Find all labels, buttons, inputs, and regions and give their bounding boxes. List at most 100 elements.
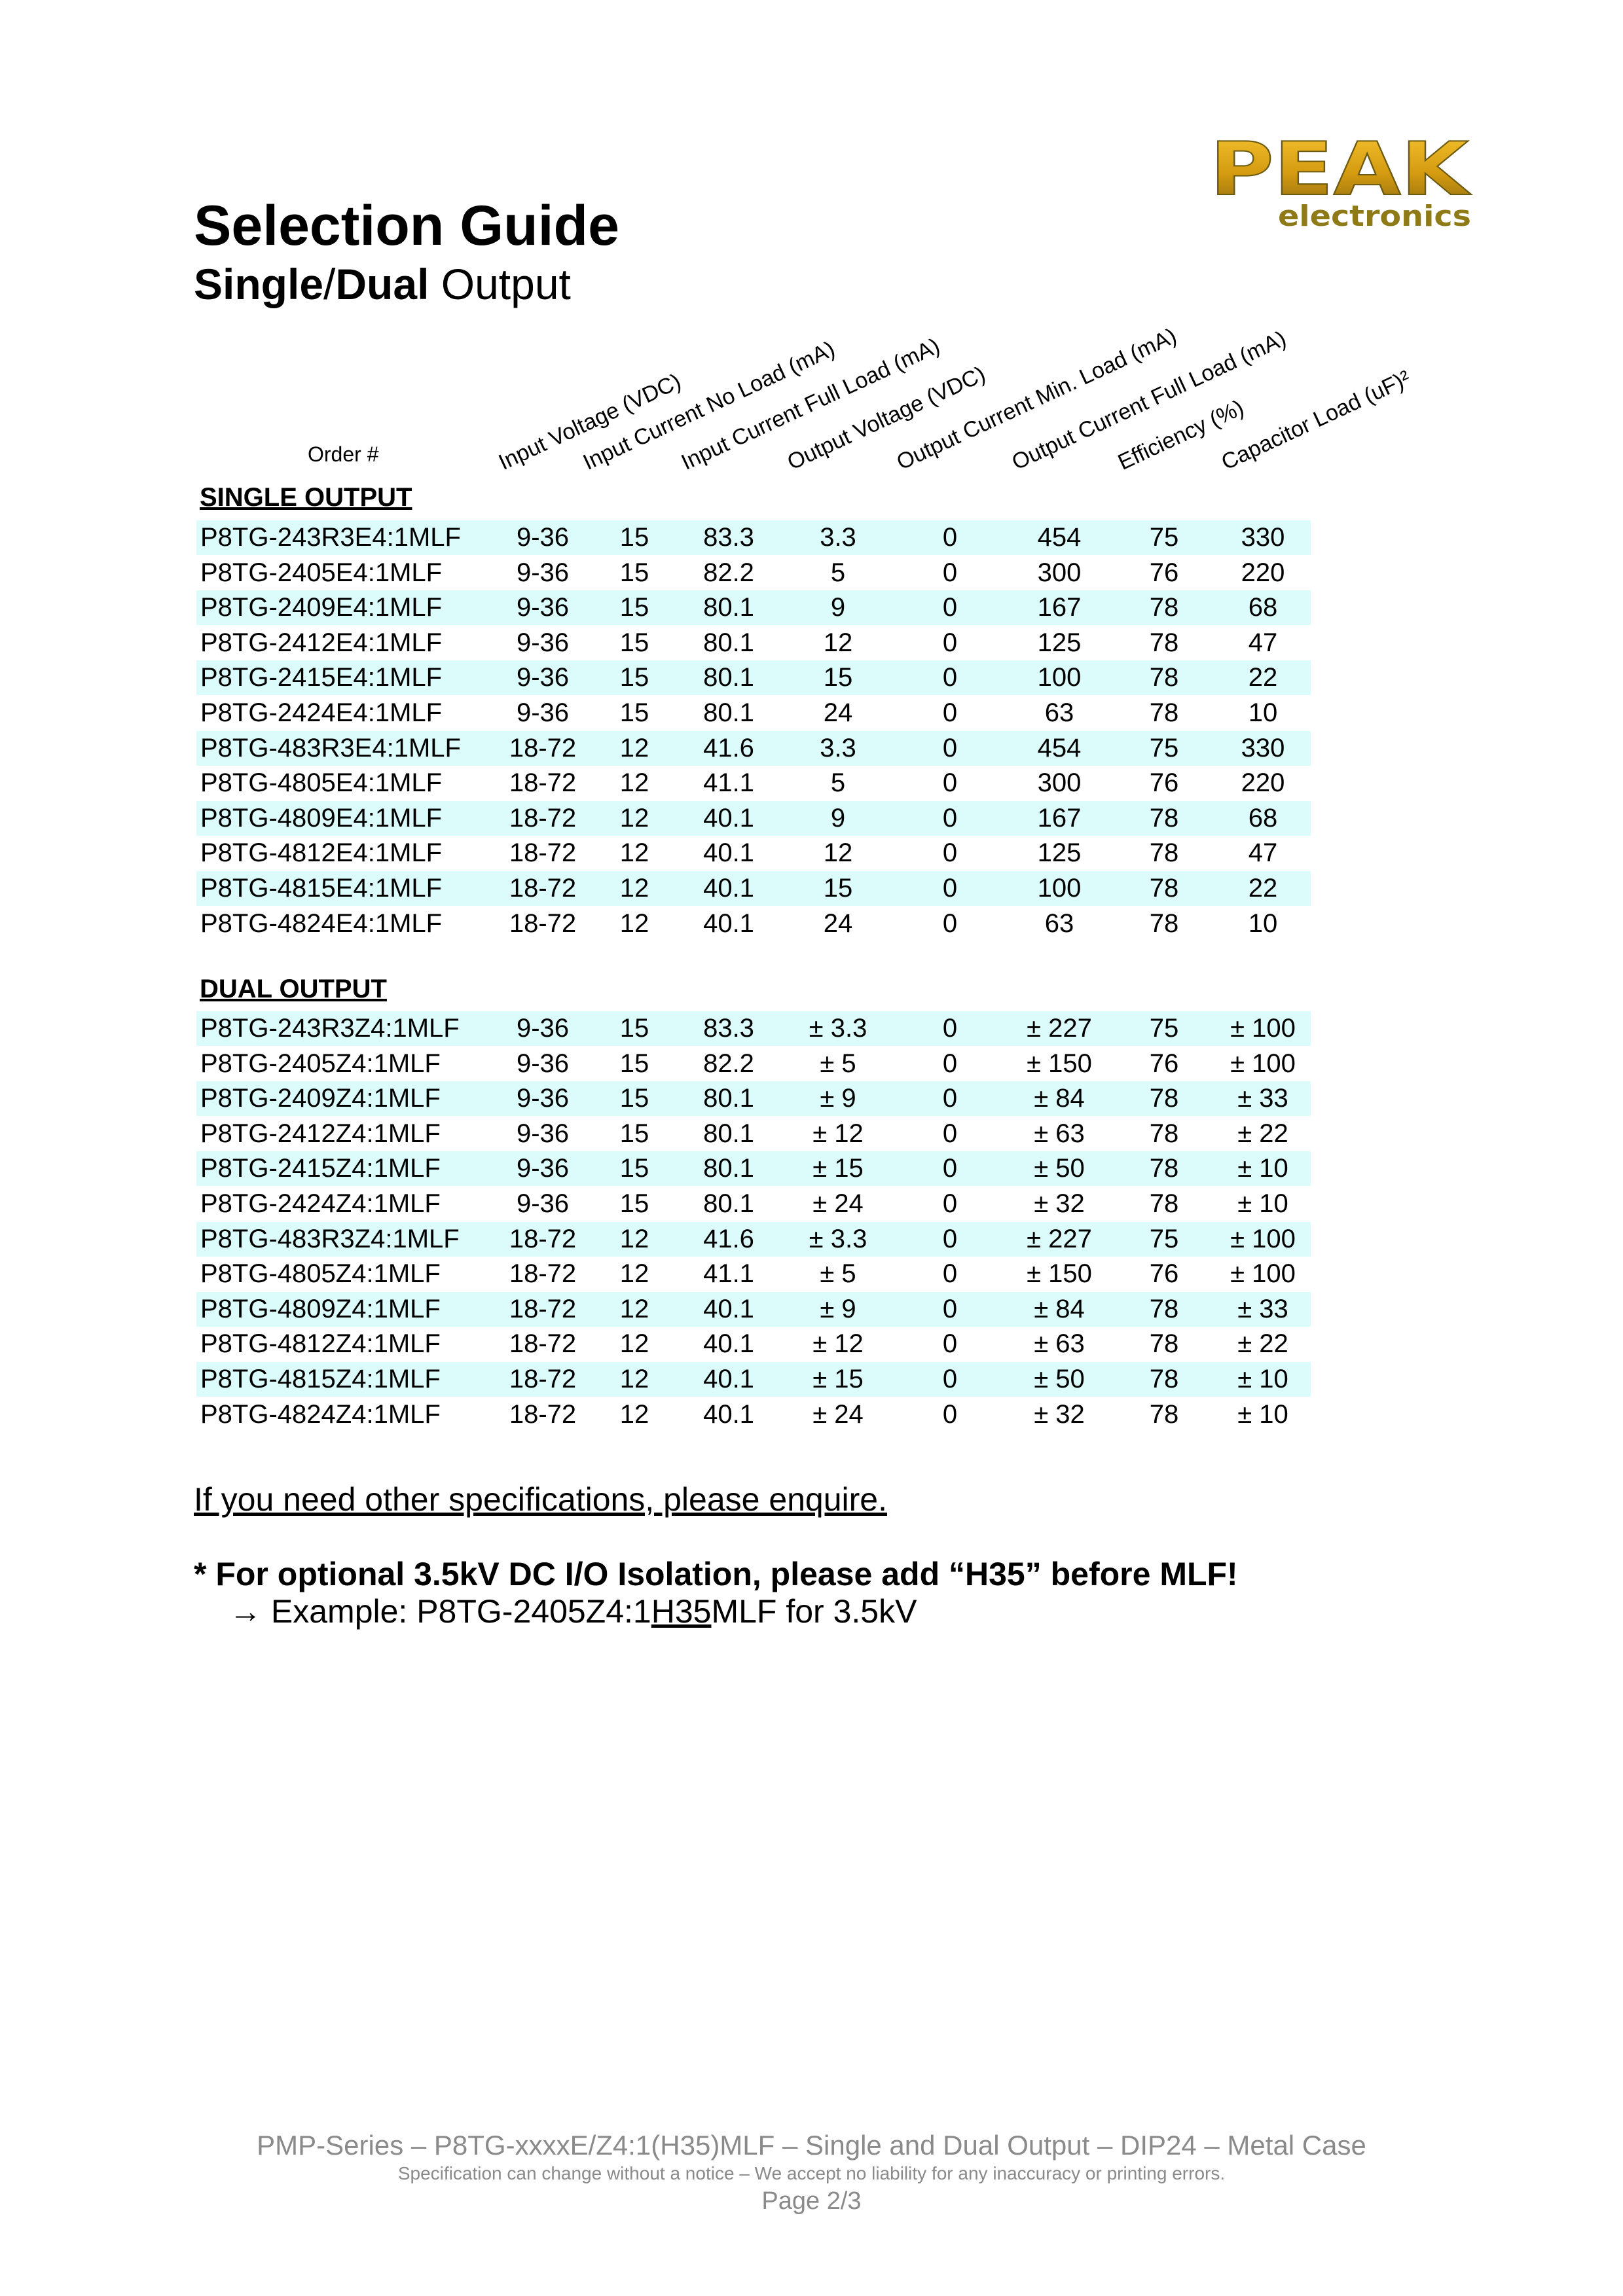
table-cell: 41.1 bbox=[703, 1259, 754, 1289]
table-cell: ± 10 bbox=[1237, 1189, 1288, 1218]
table-cell: 0 bbox=[942, 768, 958, 798]
order-number: P8TG-2415Z4:1MLF bbox=[200, 1154, 441, 1183]
table-cell: 18-72 bbox=[509, 768, 577, 798]
table-cell: 9-36 bbox=[516, 663, 570, 692]
table-cell: ± 9 bbox=[820, 1084, 856, 1113]
table-row: P8TG-2412Z4:1MLF 9-36 15 80.1 ± 12 0 ± 63 78 ± 2… bbox=[196, 1117, 1311, 1151]
table-cell: 0 bbox=[942, 1189, 958, 1218]
table-cell: 9-36 bbox=[516, 1154, 570, 1183]
table-row: P8TG-4815E4:1MLF 18-72 12 40.1 15 0 100 78 22 bbox=[196, 871, 1311, 906]
page-title: Selection Guide bbox=[194, 194, 619, 257]
table-cell: 330 bbox=[1241, 523, 1285, 552]
table-cell: 78 bbox=[1149, 1399, 1179, 1429]
table-cell: 9-36 bbox=[516, 1119, 570, 1148]
table-cell: 5 bbox=[830, 768, 846, 798]
table-cell: ± 100 bbox=[1230, 1224, 1296, 1253]
table-cell: 220 bbox=[1241, 768, 1285, 798]
table-cell: 47 bbox=[1248, 838, 1278, 868]
table-cell: 454 bbox=[1037, 733, 1082, 762]
table-cell: ± 10 bbox=[1237, 1365, 1288, 1393]
table-cell: 63 bbox=[1044, 908, 1074, 938]
table-row: P8TG-4812E4:1MLF 18-72 12 40.1 12 0 125 78 47 bbox=[196, 836, 1311, 870]
table-cell: 82.2 bbox=[703, 1049, 754, 1078]
table-cell: 9-36 bbox=[516, 628, 570, 657]
order-number: P8TG-2424E4:1MLF bbox=[200, 698, 443, 727]
table-cell: 40.1 bbox=[703, 1294, 754, 1323]
table-cell: ± 5 bbox=[820, 1049, 856, 1078]
table-cell: ± 3.3 bbox=[809, 1224, 867, 1253]
table-cell: 12 bbox=[619, 768, 649, 798]
order-number-header: Order # bbox=[308, 442, 379, 466]
table-cell: 9-36 bbox=[516, 593, 570, 622]
table-cell: 0 bbox=[942, 1365, 958, 1393]
peak-electronics-logo: PEAK electronics bbox=[1209, 126, 1472, 233]
table-row: P8TG-2424E4:1MLF 9-36 15 80.1 24 0 63 78 10 bbox=[196, 696, 1311, 730]
order-number: P8TG-483R3E4:1MLF bbox=[200, 733, 461, 762]
table-cell: ± 100 bbox=[1230, 1014, 1296, 1043]
table-cell: 0 bbox=[942, 1084, 958, 1113]
table-cell: ± 32 bbox=[1034, 1399, 1085, 1429]
subtitle-dual: Dual bbox=[335, 260, 429, 308]
table-cell: 18-72 bbox=[509, 1329, 577, 1359]
table-cell: ± 100 bbox=[1230, 1049, 1296, 1078]
table-cell: 24 bbox=[823, 698, 853, 727]
table-cell: 80.1 bbox=[703, 593, 754, 622]
table-row: P8TG-4809E4:1MLF 18-72 12 40.1 9 0 167 78 68 bbox=[196, 800, 1311, 836]
table-cell: 12 bbox=[619, 838, 649, 868]
order-number: P8TG-2409E4:1MLF bbox=[200, 593, 443, 622]
table-cell: 24 bbox=[823, 908, 853, 938]
order-number: P8TG-4824Z4:1MLF bbox=[200, 1399, 441, 1429]
table-cell: 0 bbox=[942, 593, 958, 622]
table-row: P8TG-2415Z4:1MLF 9-36 15 80.1 ± 15 0 ± 50 78 ± 1… bbox=[196, 1151, 1311, 1187]
order-number: P8TG-4815Z4:1MLF bbox=[200, 1365, 441, 1393]
table-cell: 63 bbox=[1044, 698, 1074, 727]
svg-text:electronics: electronics bbox=[1278, 200, 1471, 233]
table-cell: 78 bbox=[1149, 593, 1179, 622]
table-cell: 78 bbox=[1149, 1365, 1179, 1393]
table-cell: 0 bbox=[942, 1329, 958, 1359]
table-cell: 80.1 bbox=[703, 1084, 754, 1113]
table-cell: ± 24 bbox=[812, 1189, 864, 1218]
order-number: P8TG-2405E4:1MLF bbox=[200, 558, 443, 587]
table-cell: 68 bbox=[1248, 593, 1278, 622]
table-cell: 76 bbox=[1149, 1259, 1179, 1289]
table-row: P8TG-4809Z4:1MLF 18-72 12 40.1 ± 9 0 ± 84 78 ± 3… bbox=[196, 1291, 1311, 1327]
table-cell: 18-72 bbox=[509, 1224, 577, 1253]
table-cell: 12 bbox=[619, 733, 649, 762]
table-cell: 12 bbox=[619, 1259, 649, 1289]
table-row: P8TG-243R3E4:1MLF 9-36 15 83.3 3.3 0 454 75 330 bbox=[196, 520, 1311, 555]
table-cell: 9-36 bbox=[516, 1014, 570, 1043]
order-number: P8TG-4805Z4:1MLF bbox=[200, 1259, 441, 1289]
table-cell: 15 bbox=[619, 698, 649, 727]
table-cell: ± 5 bbox=[820, 1259, 856, 1289]
table-row: P8TG-2405E4:1MLF 9-36 15 82.2 5 0 300 76 220 bbox=[196, 556, 1311, 590]
order-number: P8TG-4812E4:1MLF bbox=[200, 838, 443, 868]
table-cell: ± 33 bbox=[1237, 1084, 1288, 1113]
table-cell: ± 227 bbox=[1027, 1014, 1092, 1043]
table-cell: 10 bbox=[1248, 908, 1278, 938]
table-cell: 82.2 bbox=[703, 558, 754, 587]
table-cell: ± 22 bbox=[1237, 1119, 1288, 1148]
table-cell: 167 bbox=[1037, 803, 1082, 833]
table-cell: 0 bbox=[942, 698, 958, 727]
table-cell: ± 227 bbox=[1027, 1224, 1092, 1253]
table-cell: 0 bbox=[942, 1014, 958, 1043]
table-cell: ± 10 bbox=[1237, 1154, 1288, 1183]
table-cell: 41.6 bbox=[703, 1224, 754, 1253]
table-cell: 40.1 bbox=[703, 874, 754, 903]
table-cell: 0 bbox=[942, 1224, 958, 1253]
page-subtitle: Single/Dual Output bbox=[194, 259, 571, 309]
table-cell: 15 bbox=[619, 558, 649, 587]
table-cell: 47 bbox=[1248, 628, 1278, 657]
table-cell: 12 bbox=[619, 1399, 649, 1429]
section-title: SINGLE OUTPUT bbox=[200, 483, 412, 512]
table-cell: ± 12 bbox=[812, 1329, 864, 1359]
order-number: P8TG-2424Z4:1MLF bbox=[200, 1189, 441, 1218]
table-cell: 0 bbox=[942, 733, 958, 762]
table-cell: 0 bbox=[942, 1119, 958, 1148]
subtitle-sep: / bbox=[323, 260, 336, 308]
table-cell: 15 bbox=[619, 593, 649, 622]
table-cell: ± 22 bbox=[1237, 1329, 1288, 1359]
table-cell: 78 bbox=[1149, 1294, 1179, 1323]
table-row: P8TG-2405Z4:1MLF 9-36 15 82.2 ± 5 0 ± 150 76 ± 1… bbox=[196, 1047, 1311, 1081]
